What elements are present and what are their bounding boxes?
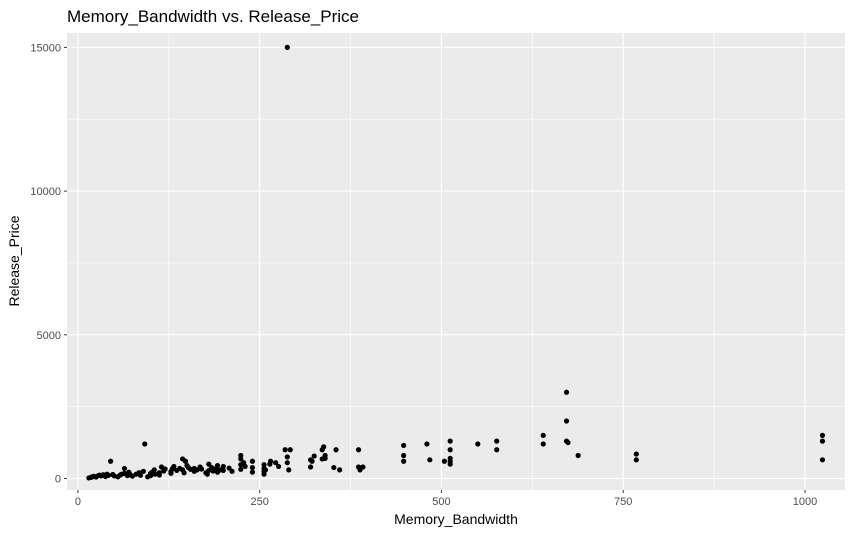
- data-point: [337, 467, 343, 473]
- data-point: [262, 467, 269, 473]
- data-point: [137, 472, 144, 478]
- x-tick-label: 1000: [793, 496, 817, 508]
- data-point: [151, 467, 157, 473]
- data-point: [427, 457, 433, 463]
- data-point: [321, 444, 327, 450]
- data-point: [401, 458, 407, 464]
- y-axis-title: Release_Price: [6, 215, 22, 306]
- data-point: [309, 458, 315, 464]
- minor-gridlines: [67, 33, 845, 490]
- data-point: [424, 441, 430, 447]
- data-point: [494, 438, 500, 444]
- data-point: [447, 461, 453, 467]
- data-point: [633, 457, 639, 463]
- data-point: [238, 466, 244, 472]
- data-point: [355, 447, 362, 453]
- data-point: [819, 432, 826, 438]
- x-axis-ticks: 0 250 500 750 1000: [75, 490, 817, 508]
- data-point: [105, 472, 112, 478]
- data-point: [181, 470, 187, 476]
- data-point: [494, 447, 500, 453]
- data-point: [238, 452, 244, 459]
- data-point: [284, 460, 290, 466]
- data-point: [171, 463, 177, 470]
- major-gridlines: [67, 33, 845, 490]
- data-point: [261, 462, 267, 468]
- data-point: [819, 438, 826, 444]
- data-point: [182, 458, 189, 464]
- data-point: [311, 453, 317, 459]
- data-point: [220, 467, 226, 474]
- data-point: [156, 470, 162, 476]
- data-point: [267, 458, 274, 464]
- y-tick-label: 5000: [37, 330, 61, 342]
- data-point: [563, 389, 570, 395]
- data-point: [152, 471, 158, 477]
- data-point: [198, 466, 205, 472]
- data-point: [261, 471, 267, 477]
- data-point: [307, 464, 314, 470]
- data-point: [633, 451, 639, 457]
- chart-title: Memory_Bandwidth vs. Release_Price: [67, 7, 359, 26]
- data-point: [206, 461, 212, 467]
- y-tick-label: 0: [55, 474, 61, 486]
- data-point: [401, 442, 407, 449]
- data-points: [86, 44, 826, 481]
- x-tick-label: 500: [432, 496, 450, 508]
- data-point: [333, 447, 339, 453]
- data-point: [168, 470, 174, 476]
- plot-panel: [67, 33, 845, 490]
- data-point: [284, 44, 290, 50]
- data-point: [322, 455, 328, 461]
- data-point: [108, 458, 114, 464]
- y-tick-label: 15000: [30, 42, 61, 54]
- data-point: [441, 458, 447, 464]
- data-point: [286, 467, 292, 473]
- data-point: [287, 447, 293, 453]
- data-point: [273, 460, 279, 466]
- data-point: [121, 465, 128, 472]
- data-point: [447, 447, 453, 453]
- data-point: [275, 463, 282, 470]
- x-axis-title: Memory_Bandwidth: [394, 511, 518, 527]
- data-point: [401, 452, 407, 459]
- x-tick-label: 250: [251, 496, 269, 508]
- data-point: [540, 441, 546, 447]
- data-point: [360, 464, 366, 470]
- data-point: [284, 454, 290, 460]
- y-axis-ticks: 0 5000 10000 15000: [30, 42, 67, 486]
- data-point: [249, 469, 256, 475]
- data-point: [447, 438, 453, 444]
- x-tick-label: 0: [75, 496, 81, 508]
- data-point: [162, 466, 168, 472]
- y-tick-label: 10000: [30, 186, 61, 198]
- data-point: [214, 462, 221, 469]
- data-point: [249, 464, 256, 471]
- data-point: [242, 463, 248, 470]
- data-point: [475, 441, 481, 447]
- data-point: [563, 418, 570, 424]
- data-point: [819, 457, 826, 463]
- data-point: [229, 468, 235, 474]
- data-point: [249, 458, 256, 464]
- data-point: [575, 452, 581, 459]
- data-point: [140, 468, 146, 474]
- data-point: [331, 464, 337, 471]
- x-tick-label: 750: [614, 496, 632, 508]
- data-point: [142, 441, 148, 447]
- data-point: [565, 439, 571, 446]
- data-point: [220, 463, 226, 470]
- data-point: [540, 432, 546, 438]
- data-point: [282, 447, 288, 453]
